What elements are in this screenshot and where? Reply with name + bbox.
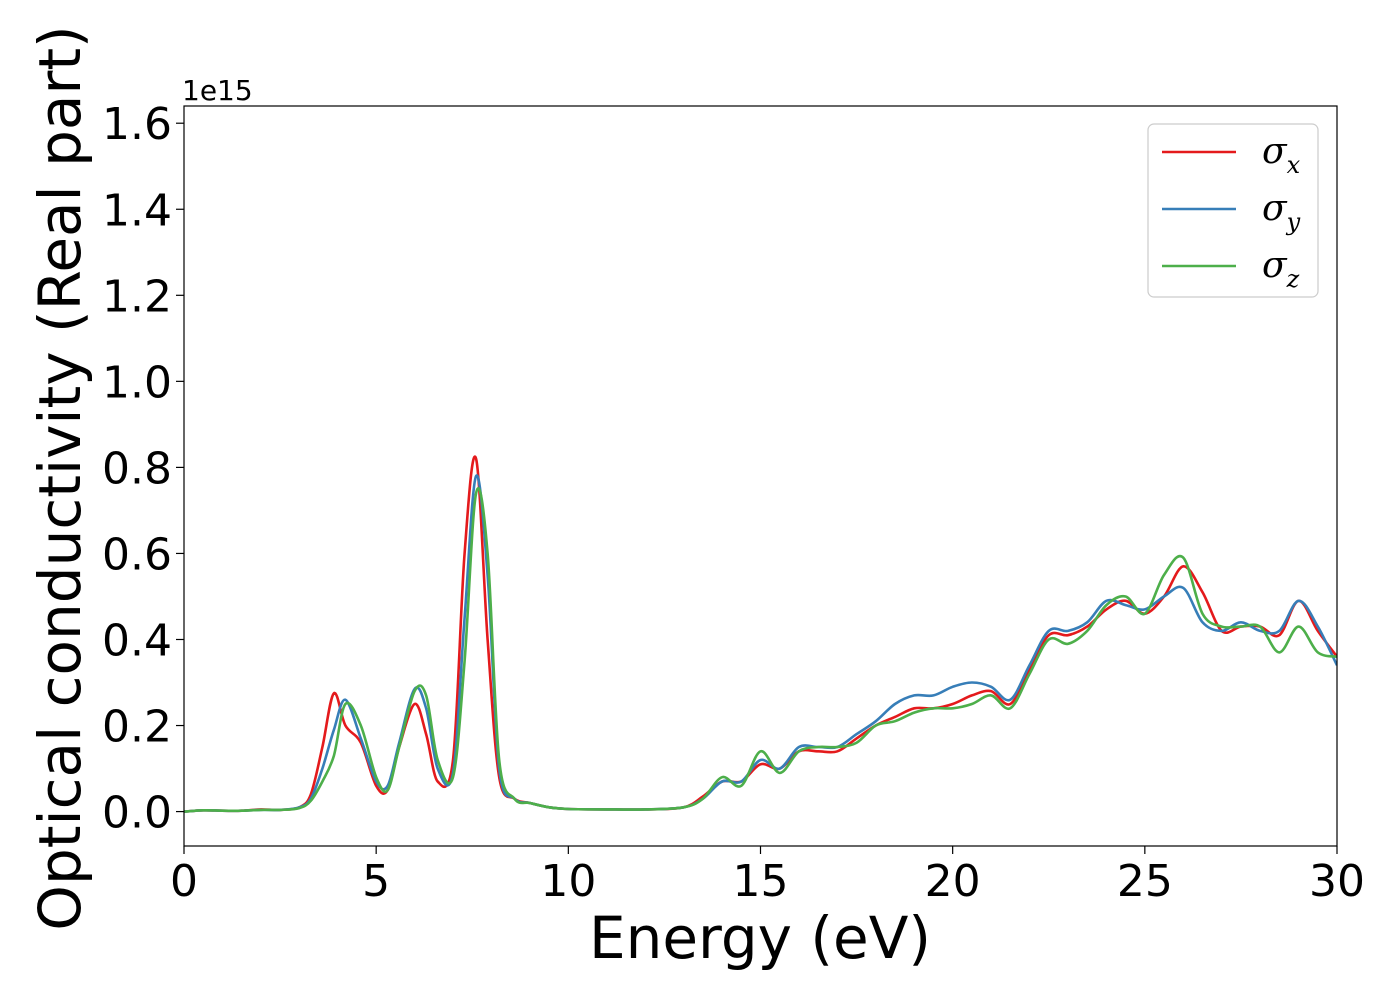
y-axis-title: Optical conductivity (Real part) xyxy=(26,25,94,930)
x-tick-label: 20 xyxy=(925,856,981,907)
x-tick-label: 30 xyxy=(1309,856,1365,907)
y-offset-label: 1e15 xyxy=(182,74,253,107)
y-tick-label: 0.8 xyxy=(102,443,172,494)
x-axis-title: Energy (eV) xyxy=(589,904,931,972)
x-tick-label: 10 xyxy=(540,856,596,907)
legend-subscript-y: y xyxy=(1286,208,1301,236)
legend-subscript-z: z xyxy=(1286,265,1300,293)
y-tick-label: 1.4 xyxy=(102,185,172,236)
y-tick-label: 0.4 xyxy=(102,615,172,666)
x-tick-label: 15 xyxy=(733,856,789,907)
x-tick-label: 0 xyxy=(170,856,198,907)
legend-subscript-x: x xyxy=(1287,151,1301,179)
x-tick-label: 25 xyxy=(1117,856,1173,907)
y-tick-label: 1.2 xyxy=(102,271,172,322)
y-tick-label: 1.6 xyxy=(102,99,172,150)
series-line-y xyxy=(184,474,1337,813)
x-tick-label: 5 xyxy=(362,856,390,907)
y-axis-ticks: 0.0 0.2 0.4 0.6 0.8 1.0 1.2 1.4 1.6 xyxy=(102,99,184,839)
y-tick-label: 0.6 xyxy=(102,529,172,580)
y-tick-label: 1.0 xyxy=(102,357,172,408)
series-line-z xyxy=(184,487,1337,813)
legend-box xyxy=(1147,123,1319,298)
y-tick-label: 0.0 xyxy=(102,788,172,839)
series-lines xyxy=(184,455,1337,813)
x-axis-ticks: 0 5 10 15 20 25 30 xyxy=(170,846,1365,907)
y-tick-label: 0.2 xyxy=(102,702,172,753)
